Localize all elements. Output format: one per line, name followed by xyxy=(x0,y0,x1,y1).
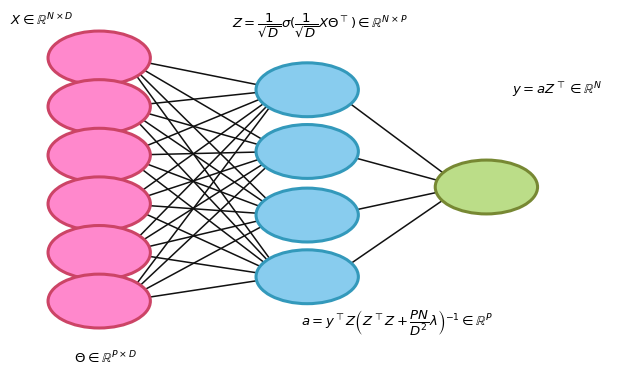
Ellipse shape xyxy=(48,31,150,85)
Text: $X \in \mathbb{R}^{N\times D}$: $X \in \mathbb{R}^{N\times D}$ xyxy=(10,11,73,28)
Ellipse shape xyxy=(48,80,150,134)
Ellipse shape xyxy=(256,125,358,178)
Ellipse shape xyxy=(256,250,358,304)
Ellipse shape xyxy=(48,177,150,231)
Ellipse shape xyxy=(48,274,150,328)
Text: $y = aZ^\top \in \mathbb{R}^{N}$: $y = aZ^\top \in \mathbb{R}^{N}$ xyxy=(512,80,602,99)
Ellipse shape xyxy=(256,188,358,242)
Text: $a = y^\top Z\left(Z^\top Z + \dfrac{PN}{D^2}\lambda\right)^{-1} \in \mathbb{R}^: $a = y^\top Z\left(Z^\top Z + \dfrac{PN}… xyxy=(301,307,493,337)
Ellipse shape xyxy=(435,160,538,214)
Ellipse shape xyxy=(48,226,150,279)
Ellipse shape xyxy=(48,128,150,182)
Ellipse shape xyxy=(256,63,358,117)
Text: $Z = \dfrac{1}{\sqrt{D}}\sigma(\dfrac{1}{\sqrt{D}} X\Theta^\top) \in \mathbb{R}^: $Z = \dfrac{1}{\sqrt{D}}\sigma(\dfrac{1}… xyxy=(232,11,408,40)
Text: $\Theta \in \mathbb{R}^{P\times D}$: $\Theta \in \mathbb{R}^{P\times D}$ xyxy=(74,350,136,367)
